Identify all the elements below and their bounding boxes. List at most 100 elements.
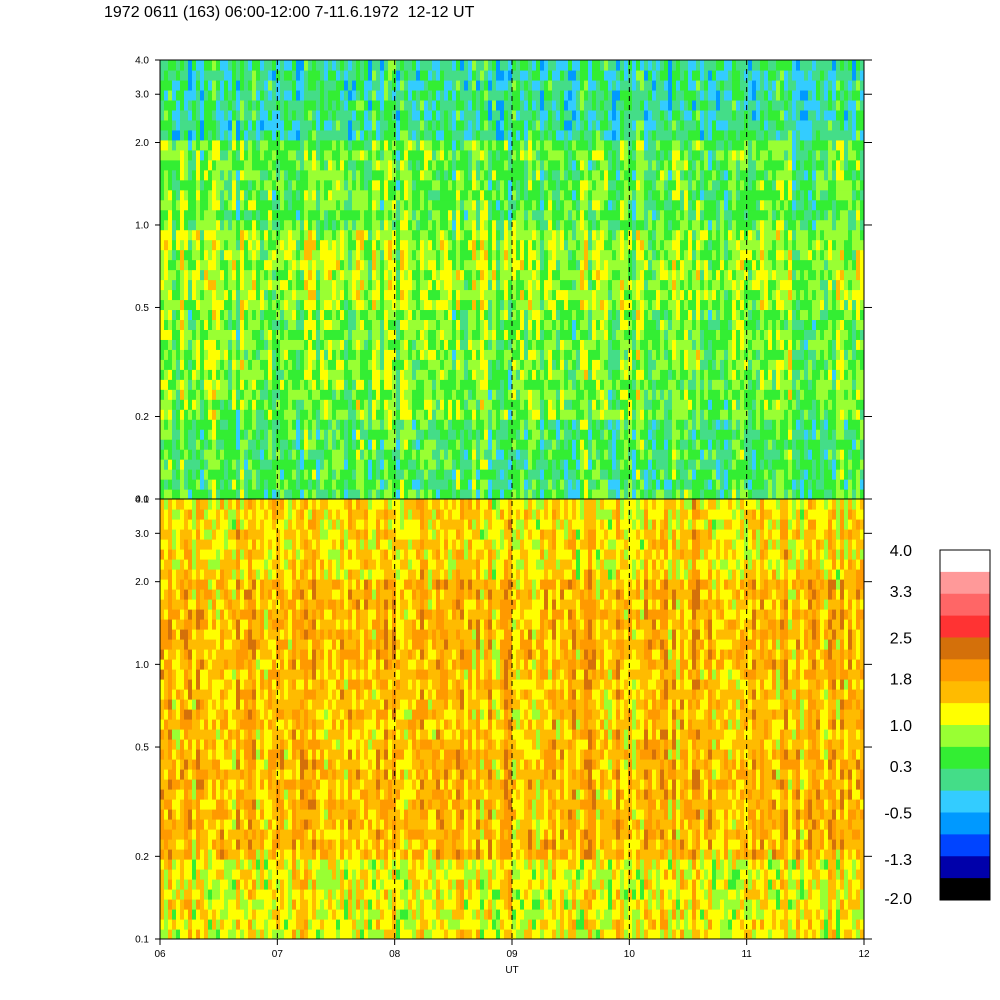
spectrogram-cell <box>420 109 425 121</box>
spectrogram-cell <box>600 129 605 141</box>
spectrogram-cell <box>600 159 605 171</box>
spectrogram-cell <box>240 239 245 251</box>
spectrogram-cell <box>448 159 453 171</box>
spectrogram-cell <box>192 159 197 171</box>
spectrogram-cell <box>264 169 269 181</box>
spectrogram-cell <box>228 419 233 430</box>
spectrogram-cell <box>180 279 185 291</box>
spectrogram-cell <box>364 259 369 271</box>
spectrogram-cell <box>364 149 369 161</box>
spectrogram-cell <box>188 479 193 490</box>
spectrogram-cell <box>484 69 489 81</box>
spectrogram-cell <box>460 99 465 111</box>
spectrogram-cell <box>584 469 589 480</box>
spectrogram-cell <box>384 259 389 271</box>
spectrogram-cell <box>284 429 289 440</box>
spectrogram-cell <box>544 169 549 181</box>
spectrogram-cell <box>192 449 197 460</box>
spectrogram-cell <box>592 219 597 231</box>
spectrogram-cell <box>180 299 185 311</box>
spectrogram-cell <box>324 319 329 330</box>
spectrogram-cell <box>272 269 277 281</box>
spectrogram-cell <box>204 329 209 340</box>
spectrogram-cell <box>424 159 429 171</box>
spectrogram-cell <box>316 99 321 111</box>
spectrogram-cell <box>412 229 417 241</box>
spectrogram-cell <box>168 359 173 370</box>
spectrogram-cell <box>432 189 437 201</box>
spectrogram-cell <box>604 489 609 499</box>
spectrogram-cell <box>376 99 381 111</box>
spectrogram-cell <box>220 249 225 261</box>
spectrogram-cell <box>424 259 429 271</box>
spectrogram-cell <box>344 109 349 121</box>
spectrogram-cell <box>324 199 329 211</box>
spectrogram-cell <box>428 179 433 191</box>
spectrogram-cell <box>424 289 429 301</box>
spectrogram-cell <box>448 349 453 360</box>
spectrogram-cell <box>512 199 517 211</box>
spectrogram-cell <box>228 119 233 131</box>
spectrogram-cell <box>176 419 181 430</box>
spectrogram-cell <box>324 60 329 71</box>
spectrogram-cell <box>164 119 169 131</box>
spectrogram-cell <box>300 209 305 221</box>
spectrogram-cell <box>604 379 609 390</box>
spectrogram-cell <box>328 329 333 340</box>
spectrogram-cell <box>204 469 209 480</box>
spectrogram-cell <box>432 209 437 221</box>
spectrogram-cell <box>212 349 217 360</box>
spectrogram-cell <box>364 479 369 490</box>
spectrogram-cell <box>316 489 321 499</box>
spectrogram-cell <box>536 489 541 499</box>
spectrogram-cell <box>420 139 425 151</box>
spectrogram-cell <box>216 60 221 71</box>
spectrogram-cell <box>232 379 237 390</box>
spectrogram-cell <box>292 399 297 410</box>
spectrogram-cell <box>240 79 245 91</box>
spectrogram-cell <box>436 119 441 131</box>
spectrogram-cell <box>192 479 197 490</box>
spectrogram-cell <box>584 389 589 400</box>
spectrogram-cell <box>552 259 557 271</box>
spectrogram-cell <box>516 399 521 410</box>
spectrogram-cell <box>160 69 165 81</box>
spectrogram-cell <box>484 389 489 400</box>
spectrogram-cell <box>412 99 417 111</box>
spectrogram-cell <box>340 189 345 201</box>
spectrogram-cell <box>272 99 277 111</box>
spectrogram-cell <box>436 249 441 261</box>
spectrogram-cell <box>292 139 297 151</box>
spectrogram-cell <box>384 289 389 301</box>
spectrogram-cell <box>216 319 221 330</box>
spectrogram-cell <box>240 169 245 181</box>
spectrogram-cell <box>336 439 341 450</box>
spectrogram-cell <box>252 69 257 81</box>
spectrogram-cell <box>588 79 593 91</box>
spectrogram-cell <box>420 429 425 440</box>
spectrogram-cell <box>436 449 441 460</box>
spectrogram-cell <box>436 319 441 330</box>
spectrogram-cell <box>548 309 553 321</box>
spectrogram-cell <box>588 319 593 330</box>
spectrogram-cell <box>448 399 453 410</box>
spectrogram-cell <box>532 339 537 350</box>
spectrogram-cell <box>536 209 541 221</box>
spectrogram-cell <box>248 209 253 221</box>
spectrogram-cell <box>320 439 325 450</box>
spectrogram-cell <box>184 299 189 311</box>
spectrogram-cell <box>428 60 433 71</box>
spectrogram-cell <box>560 209 565 221</box>
spectrogram-cell <box>164 149 169 161</box>
spectrogram-cell <box>424 229 429 241</box>
spectrogram-cell <box>300 369 305 380</box>
spectrogram-cell <box>208 369 213 380</box>
spectrogram-cell <box>356 469 361 480</box>
spectrogram-cell <box>460 469 465 480</box>
spectrogram-cell <box>376 339 381 350</box>
spectrogram-cell <box>500 439 505 450</box>
spectrogram-cell <box>600 229 605 241</box>
spectrogram-cell <box>256 369 261 380</box>
spectrogram-cell <box>264 309 269 321</box>
spectrogram-cell <box>600 99 605 111</box>
